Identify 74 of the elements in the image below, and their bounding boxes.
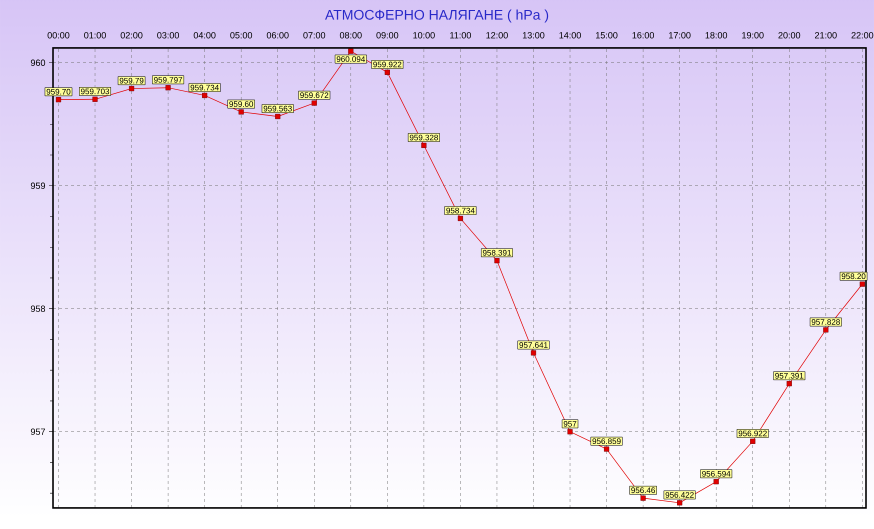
y-tick-label: 959: [30, 182, 46, 189]
x-tick-label: 22:00: [852, 32, 874, 38]
x-tick-label: 07:00: [303, 32, 326, 38]
data-label: 957: [564, 421, 576, 427]
data-label: 956.922: [738, 430, 767, 436]
data-label: 958.734: [446, 208, 475, 214]
x-tick-label: 18:00: [706, 32, 728, 38]
point: [92, 96, 98, 102]
x-tick-label: 20:00: [778, 32, 800, 38]
x-tick-label: 10:00: [413, 32, 435, 38]
data-label: 959.797: [154, 77, 182, 83]
data-label: 959.563: [264, 106, 292, 112]
x-tick-label: 16:00: [632, 32, 654, 38]
x-tick-label: 15:00: [596, 32, 618, 38]
point: [604, 446, 610, 452]
data-label: 959.79: [120, 78, 144, 84]
x-tick-label: 09:00: [376, 32, 398, 38]
data-label: 959.734: [190, 84, 219, 90]
data-label: 957.641: [519, 342, 548, 348]
y-tick-label: 960: [30, 60, 46, 66]
data-label: 959.703: [80, 88, 110, 94]
x-tick-label: 11:00: [450, 32, 471, 38]
x-tick-label: 21:00: [815, 32, 837, 38]
x-tick-label: 13:00: [522, 32, 544, 38]
x-tick-label: 01:00: [84, 32, 106, 38]
data-label: 956.46: [631, 487, 655, 494]
point: [421, 142, 426, 148]
data-label: 959.922: [373, 62, 402, 68]
point: [384, 70, 390, 75]
x-tick-label: 04:00: [194, 32, 216, 38]
point: [166, 85, 171, 90]
x-tick-label: 03:00: [157, 32, 180, 38]
point: [530, 350, 536, 356]
data-label: 957.391: [775, 372, 804, 379]
x-tick-label: 00:00: [48, 32, 70, 38]
x-tick-label: 05:00: [230, 32, 252, 38]
point: [202, 92, 208, 98]
point: [677, 500, 682, 506]
point: [823, 327, 828, 332]
y-tick-label: 957: [30, 428, 46, 435]
data-label: 959.70: [46, 88, 70, 95]
point: [128, 86, 134, 92]
data-label: 956.422: [666, 492, 694, 498]
x-tick-label: 12:00: [486, 32, 508, 38]
point: [56, 97, 62, 102]
y-tick-label: 958: [30, 306, 46, 312]
x-tick-label: 02:00: [120, 32, 142, 38]
x-tick-label: 08:00: [340, 32, 362, 38]
point: [275, 114, 280, 120]
point: [458, 216, 464, 222]
point: [750, 438, 756, 444]
x-tick-label: 17:00: [669, 32, 691, 38]
point: [312, 100, 317, 106]
x-tick-label: 19:00: [742, 32, 764, 38]
point: [786, 381, 792, 386]
data-label: 958.20: [842, 273, 866, 280]
data-label: 959.328: [410, 134, 438, 140]
data-label: 958.391: [482, 250, 512, 256]
data-label: 960.094: [336, 56, 366, 62]
data-label: 959.60: [229, 101, 254, 107]
x-tick-label: 14:00: [559, 32, 581, 38]
point: [567, 429, 573, 434]
data-label: 957.828: [812, 319, 840, 325]
chart-title: АТМОСФЕРНО НАЛЯГАНЕ ( hPa ): [325, 9, 548, 23]
point: [494, 258, 500, 264]
data-label: 959.672: [300, 92, 328, 98]
data-label: 956.594: [702, 470, 730, 477]
data-label: 956.859: [592, 438, 621, 444]
point: [860, 282, 865, 287]
point: [238, 109, 244, 115]
x-tick-label: 06:00: [266, 32, 289, 38]
point: [714, 479, 719, 484]
point: [348, 48, 354, 54]
point: [640, 496, 646, 501]
